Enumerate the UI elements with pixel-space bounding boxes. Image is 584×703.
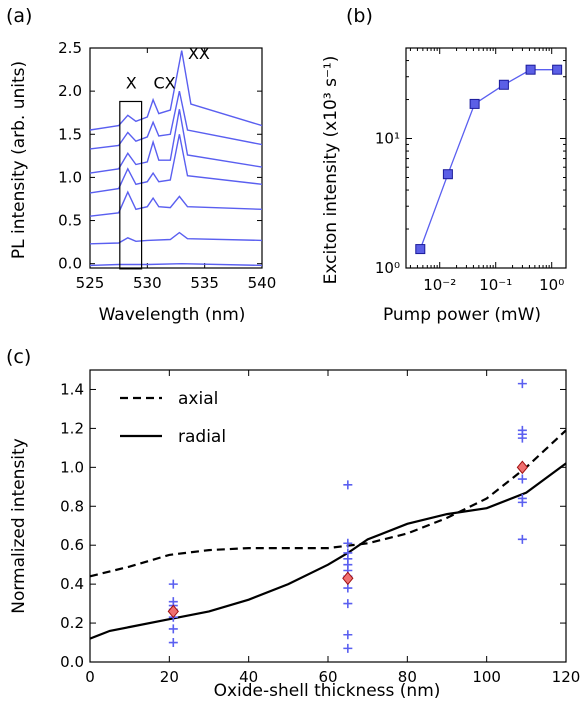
panel-a-xlabel: Wavelength (nm) [99, 305, 246, 325]
legend-label-radial: radial [178, 427, 226, 447]
spectrum-line-5 [89, 90, 263, 150]
y-tick-label: 0.6 [60, 536, 84, 554]
y-tick-label: 10⁰ [375, 259, 400, 277]
x-peak-box [119, 100, 143, 270]
x-tick-label: 10⁻¹ [479, 276, 512, 294]
peak-label-cx: CX [153, 74, 175, 93]
panel-c-plot: 0 20 40 60 80 100 120 0.0 0.2 0.4 0.6 0.8 1.0 1.2 1.4 a… [60, 369, 581, 686]
legend-label-axial: axial [178, 389, 218, 409]
x-tick-label: 0 [85, 668, 95, 686]
measurement-point [343, 643, 353, 653]
panel-b-xlabel: Pump power (mW) [383, 305, 541, 325]
x-tick-label: 10⁰ [539, 276, 564, 294]
measurement-point [517, 474, 527, 484]
y-tick-label: 0.8 [60, 497, 84, 515]
mean-point [342, 571, 354, 586]
x-tick-label: 10⁻² [423, 276, 456, 294]
mean-point [516, 460, 529, 475]
measurement-point [517, 379, 527, 389]
peak-label-x: X [126, 74, 137, 93]
y-tick-label: 2.0 [58, 82, 82, 100]
panel-b-plot: 10⁻² 10⁻¹ 10⁰ 10⁰ 10¹ [375, 47, 567, 294]
x-tick-label: 60 [318, 668, 337, 686]
exciton-point [415, 244, 426, 255]
measurement-point [517, 497, 527, 507]
panel-label-a: (a) [6, 5, 32, 27]
y-tick-label: 1.2 [60, 419, 84, 437]
panel-c-xlabel: Oxide-shell thickness (nm) [214, 681, 441, 701]
exciton-point [442, 169, 453, 180]
y-tick-label: 1.4 [60, 380, 84, 398]
exciton-point [498, 79, 509, 90]
x-tick-label: 540 [248, 274, 277, 292]
y-tick-label: 1.5 [58, 125, 82, 143]
measurement-point [168, 638, 178, 648]
exciton-point [552, 64, 563, 75]
y-tick-label: 0.0 [60, 653, 84, 671]
y-tick-label: 10¹ [375, 130, 400, 148]
measurement-point [517, 534, 527, 544]
exciton-line [419, 69, 558, 250]
panel-label-b: (b) [346, 5, 373, 27]
measurement-point [168, 579, 178, 589]
panel-b-ylabel: Exciton intensity (x10³ s⁻¹) [321, 56, 341, 285]
x-tick-label: 535 [190, 274, 219, 292]
measurement-point [517, 433, 527, 443]
spectrum-line-0 [89, 262, 263, 267]
radial-curve [89, 462, 567, 640]
y-tick-label: 2.5 [58, 39, 82, 57]
panel-c-ylabel: Normalized intensity [9, 438, 29, 614]
panel-b-frame [405, 47, 567, 269]
x-tick-label: 530 [133, 274, 162, 292]
y-tick-label: 0.5 [58, 212, 82, 230]
mean-point [167, 604, 179, 619]
panel-a-ylabel: PL intensity (arb. units) [9, 61, 29, 259]
measurement-point [343, 480, 353, 490]
x-tick-label: 20 [160, 668, 179, 686]
measurement-point [168, 624, 178, 634]
y-tick-label: 1.0 [58, 168, 82, 186]
panel-label-c: (c) [6, 346, 31, 368]
spectrum-line-3 [89, 134, 263, 194]
y-tick-label: 0.2 [60, 614, 84, 632]
measurement-point [343, 599, 353, 609]
spectrum-line-1 [89, 231, 263, 245]
measurement-point [343, 538, 353, 548]
y-tick-label: 1.0 [60, 458, 84, 476]
spectrum-line-2 [89, 190, 263, 217]
panel-a-frame [89, 47, 263, 269]
x-tick-label: 40 [239, 668, 258, 686]
peak-label-xx: XX [188, 44, 210, 63]
axial-curve [89, 429, 567, 578]
y-tick-label: 0.4 [60, 575, 84, 593]
x-tick-label: 120 [552, 668, 581, 686]
spectrum-line-6 [89, 50, 263, 131]
panel-c-frame [89, 369, 567, 663]
x-tick-label: 100 [472, 668, 501, 686]
measurement-point [343, 630, 353, 640]
panel-a-plot: 525 530 535 540 0.0 0.5 1.0 1.5 2.0 2.5 X CX XX [58, 39, 276, 292]
exciton-point [469, 98, 480, 109]
y-tick-label: 0.0 [58, 255, 82, 273]
x-tick-label: 80 [398, 668, 417, 686]
spectrum-line-4 [89, 109, 263, 174]
x-tick-label: 525 [76, 274, 105, 292]
exciton-point [525, 64, 536, 75]
